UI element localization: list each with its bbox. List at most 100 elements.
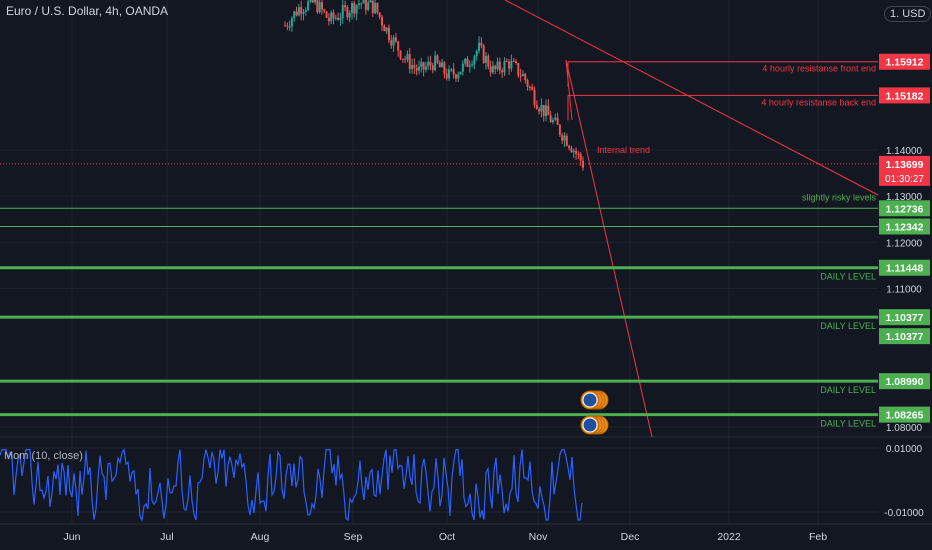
candle-body <box>290 18 293 27</box>
candle-body <box>484 56 487 63</box>
candle-body <box>505 60 508 62</box>
candle-body <box>468 65 471 67</box>
candle-body <box>475 51 478 57</box>
candle-body <box>503 60 506 73</box>
candle-body <box>406 54 409 60</box>
trendlines <box>504 0 879 438</box>
price-tag-label: 1.10377 <box>886 312 924 324</box>
current-price-tag <box>879 155 930 186</box>
candle-body <box>399 50 402 59</box>
candle-body <box>417 66 420 71</box>
candle-body <box>286 25 289 27</box>
candle-body <box>371 0 374 14</box>
candle-body <box>362 0 365 4</box>
candle-body <box>348 12 351 18</box>
candle-body <box>482 45 485 63</box>
candle-body <box>314 0 317 3</box>
price-tag <box>879 406 930 423</box>
price-tag-label: 1.10377 <box>886 331 924 343</box>
candle-body <box>316 0 319 13</box>
candle-body <box>501 70 504 73</box>
candle-body <box>533 89 536 105</box>
price-tag-label: 1.08990 <box>886 376 924 388</box>
candle-body <box>568 145 571 149</box>
candle-body <box>577 153 580 155</box>
price-tag <box>879 200 930 217</box>
price-tag-label: 1.15182 <box>886 90 924 102</box>
price-tick-label: 1.12000 <box>886 238 923 249</box>
candle-body <box>558 124 561 135</box>
candle-body <box>478 42 481 52</box>
candle-body <box>304 10 307 12</box>
candle-body <box>401 58 404 60</box>
candle-body <box>471 64 474 66</box>
candle-body <box>383 25 386 32</box>
time-tick-label: Oct <box>439 531 455 543</box>
candle-body <box>515 61 518 64</box>
price-tick-label: 1.14000 <box>886 146 923 157</box>
symbol-title: Euro / U.S. Dollar, 4h, OANDA <box>6 4 169 18</box>
candle-body <box>337 17 340 20</box>
eu-flag-icon[interactable] <box>582 392 598 408</box>
price-tag-label: 1.15912 <box>886 57 924 69</box>
candle-body <box>561 134 564 141</box>
candle-body <box>547 105 550 116</box>
candle-body <box>357 3 360 6</box>
momentum-tick-label: -0.01000 <box>884 508 924 519</box>
candle-body <box>517 63 520 76</box>
candle-body <box>448 69 451 79</box>
candle-body <box>381 16 384 26</box>
candle-body <box>297 7 300 16</box>
candle-body <box>510 60 513 69</box>
candle-body <box>473 56 476 65</box>
price-tick-label: 1.08000 <box>886 423 923 434</box>
time-tick-label: Feb <box>809 531 827 543</box>
candle-body <box>424 66 427 70</box>
candle-body <box>575 150 578 154</box>
candle-body <box>344 5 347 8</box>
candle-body <box>526 80 529 87</box>
candle-body <box>434 55 437 71</box>
candle-body <box>364 0 367 10</box>
candle-body <box>325 11 328 18</box>
currency-badge[interactable]: 1. USD <box>884 6 932 22</box>
price-tag-label: 1.08265 <box>886 410 924 422</box>
candle-body <box>422 62 425 70</box>
eu-flag-icon[interactable] <box>582 417 598 433</box>
candle-body <box>556 117 559 125</box>
candle-body <box>454 74 457 79</box>
candle-body <box>360 3 363 5</box>
candle-body <box>404 58 407 60</box>
candle-body <box>457 74 460 79</box>
candle-body <box>498 61 501 71</box>
candle-body <box>466 58 469 67</box>
candle-body <box>295 11 298 16</box>
level-label: DAILY LEVEL <box>820 321 876 331</box>
candle-body <box>392 37 395 46</box>
price-tag-label: 1.12342 <box>886 221 924 233</box>
candle-body <box>443 62 446 74</box>
candle-body <box>320 2 323 10</box>
candle-body <box>480 42 483 46</box>
time-tick-label: 2022 <box>717 531 741 543</box>
level-label: 4 hourly resistanse back end <box>761 97 876 107</box>
candle-body <box>494 65 497 70</box>
candle-body <box>408 54 411 69</box>
candle-body <box>563 135 566 141</box>
candle-body <box>528 86 531 88</box>
time-tick-label: Aug <box>251 531 270 543</box>
candle-body <box>535 104 538 110</box>
candle-body <box>411 64 414 69</box>
time-tick-label: Sep <box>344 531 363 543</box>
price-tag <box>879 87 930 104</box>
internal-trend-label: Internal trend <box>597 145 650 155</box>
price-tick-label: 1.13000 <box>886 192 923 203</box>
price-candles <box>284 0 584 171</box>
candle-body <box>318 2 321 13</box>
candle-body <box>385 27 388 32</box>
candle-body <box>496 61 499 70</box>
candle-body <box>579 153 582 161</box>
candle-body <box>327 17 330 22</box>
economic-events[interactable] <box>580 390 609 435</box>
